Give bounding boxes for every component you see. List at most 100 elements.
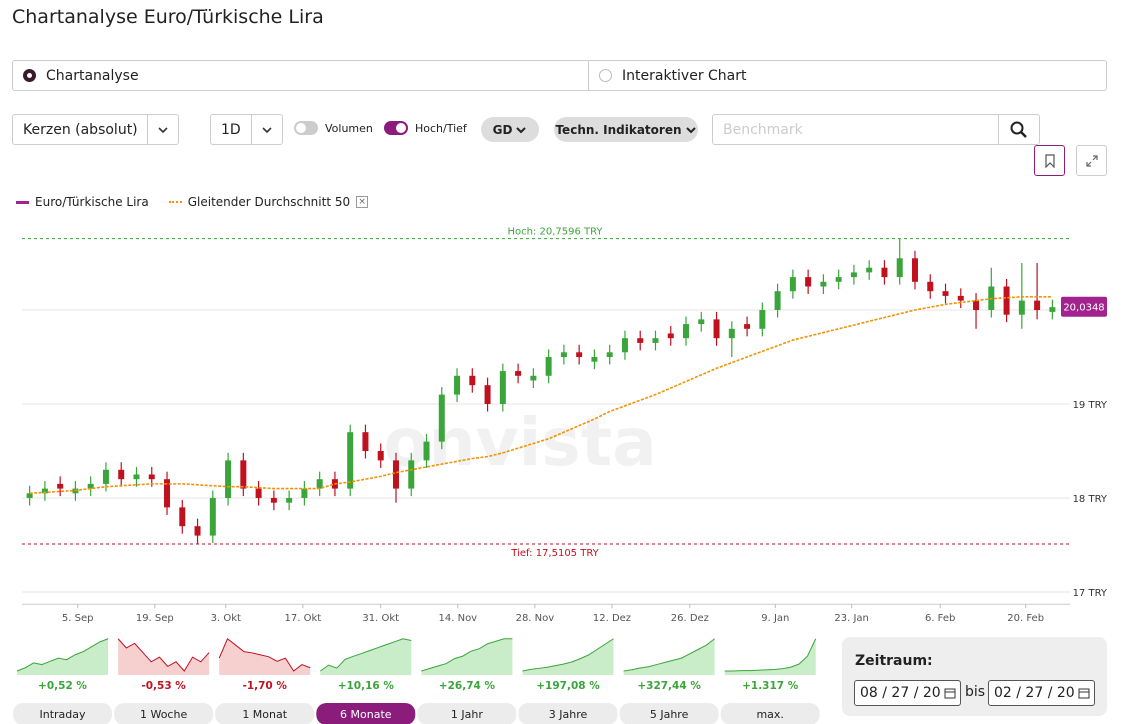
period-label: max. [756, 708, 783, 721]
candle-body [194, 526, 201, 536]
candle-body [270, 497, 277, 503]
chart-type-select[interactable]: Kerzen (absolut) [12, 114, 179, 145]
period-button[interactable]: 1 Woche [114, 703, 214, 724]
period-button[interactable]: 5 Jahre [619, 703, 719, 724]
period-button-bg [316, 703, 416, 724]
candle-body [148, 474, 155, 480]
candle-body [881, 267, 888, 278]
period-button[interactable]: 6 Monate [316, 703, 416, 724]
sparkline [16, 638, 109, 672]
date-value: 08 / 27 / 20 [860, 685, 941, 701]
switch [384, 121, 408, 135]
candle-body [392, 460, 399, 489]
candle-body [606, 352, 613, 357]
x-tick-label: 31. Okt [362, 613, 399, 624]
candle-body [316, 479, 323, 489]
radio [599, 69, 612, 82]
date-value: 02 / 27 / 20 [994, 685, 1075, 701]
period-label: 1 Woche [140, 708, 187, 721]
button-label: Techn. Indikatoren [555, 122, 682, 137]
low-line-label: Tief: 17,5105 TRY [510, 548, 599, 559]
candle-body [560, 352, 567, 357]
candle-body [621, 338, 628, 353]
candle-body [591, 356, 598, 362]
candle-body [164, 479, 171, 508]
candle-body [408, 460, 415, 489]
toggle[interactable]: Volumen [294, 121, 373, 135]
candle-body [469, 375, 476, 386]
interval-select[interactable]: 1D [210, 114, 283, 145]
x-tick-label: 12. Dez [593, 613, 631, 624]
period-change: -0,53 % [141, 680, 186, 692]
benchmark-input[interactable]: Benchmark [712, 114, 1040, 145]
date-input[interactable]: 08 / 27 / 20 [854, 680, 961, 706]
candle-body [835, 277, 842, 282]
candle-body [362, 432, 369, 451]
candle-body [133, 474, 140, 480]
candle-body [87, 483, 94, 489]
period-change: +197,08 % [536, 680, 600, 692]
toggle[interactable]: Hoch/Tief [384, 121, 467, 135]
period-button-bg [720, 703, 820, 724]
sparkline-area [421, 638, 513, 675]
tab-label: Interaktiver Chart [622, 67, 747, 84]
sparkline [724, 638, 817, 672]
indicator-button[interactable]: Techn. Indikatoren [554, 117, 698, 142]
sparkline-area [219, 638, 311, 675]
period-button[interactable]: 1 Monat [215, 703, 315, 724]
range-panel: Zeitraum: 08 / 27 / 20 bis 02 / 27 / 20 [842, 637, 1107, 716]
x-tick-label: 3. Okt [211, 613, 241, 624]
candle-body [576, 352, 583, 357]
candle-body [301, 488, 308, 498]
candle-body [820, 281, 827, 287]
gd-button[interactable]: GD [481, 117, 539, 142]
period-button-bg [417, 703, 517, 724]
fullscreen-button[interactable] [1076, 145, 1107, 176]
period-button[interactable]: 1 Jahr [417, 703, 517, 724]
period-change: +26,74 % [439, 680, 496, 692]
candle-body [102, 469, 109, 484]
candle-body [57, 483, 64, 489]
candle-body [240, 460, 247, 489]
period-button-bg [114, 703, 214, 724]
sparkline [421, 638, 513, 672]
date-input[interactable]: 02 / 27 / 20 [988, 680, 1095, 706]
period-button[interactable]: Intraday [13, 703, 112, 724]
sparkline [522, 638, 614, 672]
page-title: Chartanalyse Euro/Türkische Lira [12, 6, 324, 28]
period-button[interactable]: max. [720, 703, 820, 724]
last-price-label: 20,0348 [1063, 303, 1104, 314]
tab[interactable]: Chartanalyse [13, 61, 589, 90]
candle-body [957, 295, 964, 301]
candle-body [637, 338, 644, 343]
candle-body [255, 488, 262, 498]
candle-body [225, 460, 232, 498]
x-tick-label: 17. Okt [285, 613, 322, 624]
legend-remove[interactable]: × [356, 196, 369, 208]
toggle-label: Volumen [325, 121, 373, 135]
period-label: 6 Monate [340, 708, 392, 721]
placeholder: Benchmark [723, 121, 803, 138]
period-button[interactable]: 3 Jahre [518, 703, 618, 724]
sparkline [623, 638, 715, 672]
candle-body [179, 507, 186, 527]
candle-body [118, 469, 125, 480]
tab[interactable]: Interaktiver Chart [589, 61, 1106, 90]
range-label: Zeitraum: [855, 653, 933, 669]
search-button[interactable] [998, 115, 1039, 144]
x-tick-label: 19. Sep [136, 613, 174, 624]
legend-swatch [168, 201, 182, 203]
tab-label: Chartanalyse [46, 67, 139, 84]
x-tick-label: 28. Nov [516, 613, 555, 624]
period-label: 3 Jahre [549, 708, 588, 721]
legend-swatch [16, 200, 29, 204]
period-button-bg [619, 703, 719, 724]
candle-body [377, 450, 384, 461]
candle-body [805, 277, 812, 287]
candle-body [26, 493, 33, 498]
candle-body [698, 319, 705, 325]
bookmark-button[interactable] [1034, 145, 1065, 176]
candle-body [683, 324, 690, 339]
